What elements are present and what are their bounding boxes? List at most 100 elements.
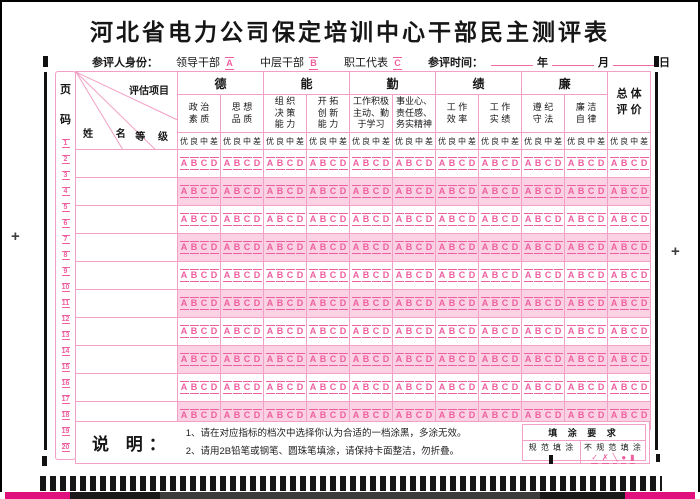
- name-input-cell[interactable]: [75, 289, 178, 318]
- omr-bubble-B[interactable]: B: [318, 241, 328, 254]
- page-number-bubble[interactable]: 2: [61, 154, 70, 164]
- omr-bubble-B[interactable]: B: [275, 381, 285, 394]
- omr-bubble-C[interactable]: C: [500, 269, 510, 282]
- omr-bubble-A[interactable]: A: [566, 157, 576, 170]
- omr-bubble-A[interactable]: A: [265, 381, 275, 394]
- omr-bubble-B[interactable]: B: [447, 157, 457, 170]
- omr-bubble-D[interactable]: D: [596, 353, 606, 366]
- omr-bubble-D[interactable]: D: [467, 157, 477, 170]
- omr-bubble-D[interactable]: D: [467, 269, 477, 282]
- omr-bubble-B[interactable]: B: [361, 185, 371, 198]
- omr-bubble-D[interactable]: D: [424, 381, 434, 394]
- omr-bubble-D[interactable]: D: [252, 157, 262, 170]
- omr-bubble-D[interactable]: D: [338, 297, 348, 310]
- omr-bubble-B[interactable]: B: [361, 381, 371, 394]
- omr-bubble-D[interactable]: D: [639, 269, 649, 282]
- omr-bubble-B[interactable]: B: [447, 297, 457, 310]
- omr-bubble-B[interactable]: B: [490, 353, 500, 366]
- omr-bubble-D[interactable]: D: [553, 381, 563, 394]
- omr-bubble-B[interactable]: B: [490, 213, 500, 226]
- page-number-bubble[interactable]: 19: [61, 426, 70, 436]
- omr-bubble-D[interactable]: D: [467, 325, 477, 338]
- omr-bubble-A[interactable]: A: [523, 241, 533, 254]
- omr-bubble-D[interactable]: D: [510, 241, 520, 254]
- omr-bubble-A[interactable]: A: [308, 381, 318, 394]
- omr-bubble-B[interactable]: B: [361, 269, 371, 282]
- omr-bubble-A[interactable]: A: [222, 241, 232, 254]
- omr-bubble-B[interactable]: B: [189, 325, 199, 338]
- omr-bubble-A[interactable]: A: [480, 269, 490, 282]
- omr-bubble-A[interactable]: A: [480, 157, 490, 170]
- omr-bubble-D[interactable]: D: [553, 325, 563, 338]
- omr-bubble-B[interactable]: B: [275, 185, 285, 198]
- omr-bubble-D[interactable]: D: [467, 213, 477, 226]
- omr-bubble-A[interactable]: A: [222, 381, 232, 394]
- omr-bubble-C[interactable]: C: [328, 297, 338, 310]
- omr-bubble-C[interactable]: C: [242, 353, 252, 366]
- omr-bubble-B[interactable]: B: [619, 381, 629, 394]
- omr-bubble-D[interactable]: D: [338, 353, 348, 366]
- omr-bubble-A[interactable]: A: [351, 157, 361, 170]
- omr-bubble-B[interactable]: B: [189, 157, 199, 170]
- omr-bubble-A[interactable]: A: [222, 269, 232, 282]
- omr-bubble-D[interactable]: D: [338, 185, 348, 198]
- omr-bubble-B[interactable]: B: [404, 297, 414, 310]
- omr-bubble-D[interactable]: D: [338, 325, 348, 338]
- omr-bubble-C[interactable]: C: [457, 185, 467, 198]
- omr-bubble-B[interactable]: B: [619, 353, 629, 366]
- omr-bubble-D[interactable]: D: [424, 157, 434, 170]
- time-blank-field[interactable]: [491, 54, 533, 66]
- omr-bubble-D[interactable]: D: [295, 185, 305, 198]
- omr-bubble-C[interactable]: C: [199, 157, 209, 170]
- omr-bubble-C[interactable]: C: [393, 57, 402, 70]
- omr-bubble-A[interactable]: A: [523, 325, 533, 338]
- omr-bubble-D[interactable]: D: [553, 353, 563, 366]
- page-number-bubble[interactable]: 9: [61, 266, 70, 276]
- omr-bubble-A[interactable]: A: [394, 325, 404, 338]
- omr-bubble-B[interactable]: B: [576, 213, 586, 226]
- omr-bubble-A[interactable]: A: [222, 297, 232, 310]
- omr-bubble-B[interactable]: B: [619, 185, 629, 198]
- omr-bubble-C[interactable]: C: [285, 381, 295, 394]
- omr-bubble-B[interactable]: B: [576, 381, 586, 394]
- omr-bubble-A[interactable]: A: [566, 269, 576, 282]
- omr-bubble-C[interactable]: C: [199, 381, 209, 394]
- omr-bubble-D[interactable]: D: [639, 325, 649, 338]
- omr-bubble-A[interactable]: A: [437, 157, 447, 170]
- omr-bubble-B[interactable]: B: [447, 325, 457, 338]
- omr-bubble-D[interactable]: D: [510, 269, 520, 282]
- omr-bubble-A[interactable]: A: [566, 241, 576, 254]
- omr-bubble-B[interactable]: B: [490, 297, 500, 310]
- omr-bubble-A[interactable]: A: [222, 185, 232, 198]
- omr-bubble-C[interactable]: C: [242, 325, 252, 338]
- omr-bubble-C[interactable]: C: [199, 297, 209, 310]
- omr-bubble-B[interactable]: B: [447, 269, 457, 282]
- omr-bubble-B[interactable]: B: [576, 353, 586, 366]
- omr-bubble-B[interactable]: B: [361, 325, 371, 338]
- omr-bubble-C[interactable]: C: [543, 353, 553, 366]
- name-input-cell[interactable]: [75, 233, 178, 262]
- omr-bubble-C[interactable]: C: [543, 241, 553, 254]
- omr-bubble-B[interactable]: B: [576, 325, 586, 338]
- omr-bubble-D[interactable]: D: [381, 157, 391, 170]
- omr-bubble-D[interactable]: D: [209, 157, 219, 170]
- omr-bubble-C[interactable]: C: [629, 269, 639, 282]
- omr-bubble-B[interactable]: B: [232, 381, 242, 394]
- omr-bubble-A[interactable]: A: [351, 185, 361, 198]
- omr-bubble-C[interactable]: C: [543, 157, 553, 170]
- omr-bubble-C[interactable]: C: [285, 297, 295, 310]
- omr-bubble-C[interactable]: C: [543, 325, 553, 338]
- omr-bubble-A[interactable]: A: [523, 381, 533, 394]
- omr-bubble-C[interactable]: C: [629, 241, 639, 254]
- page-number-bubble[interactable]: 1: [61, 138, 70, 148]
- omr-bubble-B[interactable]: B: [490, 241, 500, 254]
- omr-bubble-D[interactable]: D: [424, 269, 434, 282]
- omr-bubble-C[interactable]: C: [371, 213, 381, 226]
- omr-bubble-D[interactable]: D: [338, 381, 348, 394]
- omr-bubble-C[interactable]: C: [500, 185, 510, 198]
- omr-bubble-C[interactable]: C: [371, 353, 381, 366]
- omr-bubble-D[interactable]: D: [467, 353, 477, 366]
- omr-bubble-A[interactable]: A: [308, 185, 318, 198]
- omr-bubble-A[interactable]: A: [308, 325, 318, 338]
- omr-bubble-C[interactable]: C: [586, 213, 596, 226]
